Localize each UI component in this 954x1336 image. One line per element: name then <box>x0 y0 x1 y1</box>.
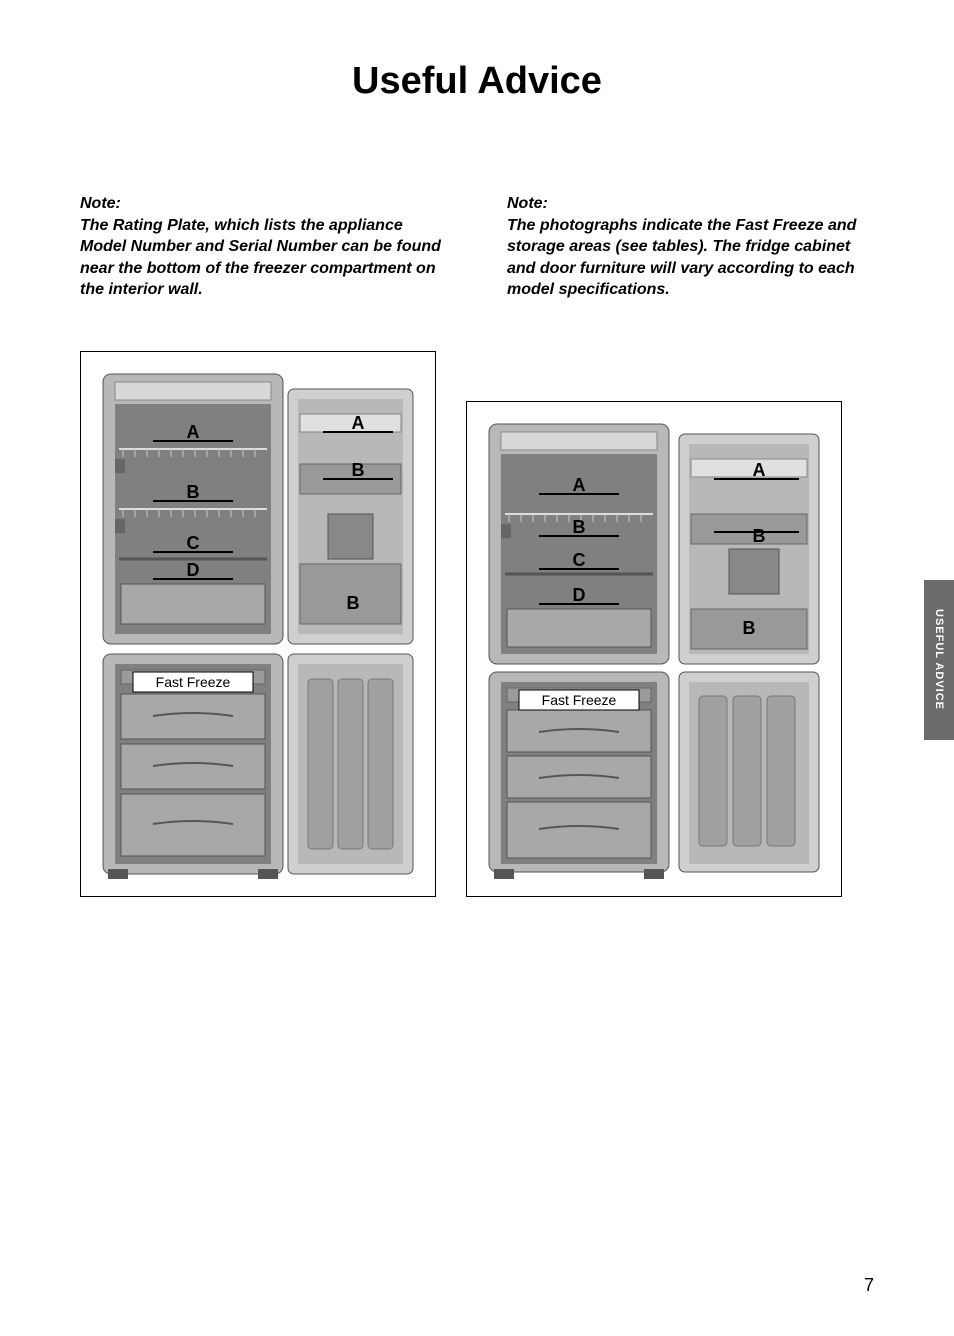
diagram-right-box: A B C D A B B Fast Freeze <box>466 401 842 897</box>
label-B-r: B <box>573 517 586 537</box>
diagram-left-box: A B C D A B B Fast Freeze <box>80 351 436 897</box>
page: Useful Advice Note: The Rating Plate, wh… <box>0 0 954 1336</box>
diagrams-row: A B C D A B B Fast Freeze <box>80 351 874 897</box>
label-door-B1: B <box>352 460 365 480</box>
fast-freeze-label-left: Fast Freeze <box>156 674 231 690</box>
label-door-A-r: A <box>753 460 766 480</box>
note-left-body: The Rating Plate, which lists the applia… <box>80 215 447 301</box>
fridge-right-svg: A B C D A B B Fast Freeze <box>479 414 829 884</box>
label-door-B2-r: B <box>743 618 756 638</box>
note-left: Note: The Rating Plate, which lists the … <box>80 193 447 301</box>
label-C: C <box>187 533 200 553</box>
label-door-B1-r: B <box>753 526 766 546</box>
page-title: Useful Advice <box>80 60 874 103</box>
label-door-B2: B <box>347 593 360 613</box>
label-B: B <box>187 482 200 502</box>
fast-freeze-label-right: Fast Freeze <box>542 692 617 708</box>
note-right-heading: Note: <box>507 193 874 215</box>
side-tab: USEFUL ADVICE <box>924 580 954 740</box>
page-number: 7 <box>864 1275 874 1296</box>
label-D: D <box>187 560 200 580</box>
note-right-body: The photographs indicate the Fast Freeze… <box>507 215 874 301</box>
label-A: A <box>187 422 200 442</box>
label-A-r: A <box>573 475 586 495</box>
label-door-A: A <box>352 413 365 433</box>
fridge-left-svg: A B C D A B B Fast Freeze <box>93 364 423 884</box>
note-right: Note: The photographs indicate the Fast … <box>507 193 874 301</box>
label-C-r: C <box>573 550 586 570</box>
label-D-r: D <box>573 585 586 605</box>
note-left-heading: Note: <box>80 193 447 215</box>
notes-row: Note: The Rating Plate, which lists the … <box>80 193 874 301</box>
